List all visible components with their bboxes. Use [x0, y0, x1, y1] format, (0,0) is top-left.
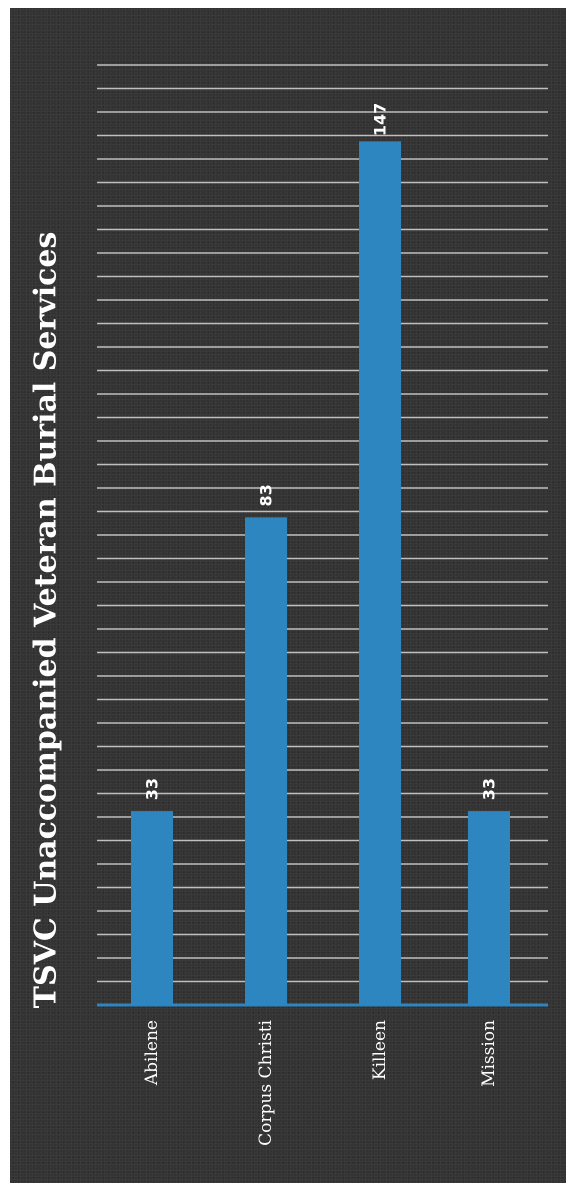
data-label: 33: [143, 778, 162, 800]
bars: [131, 141, 510, 1005]
bar-killeen: [359, 141, 401, 1005]
category-label: Abilene: [142, 1020, 162, 1086]
category-label: Corpus Christi: [256, 1019, 276, 1145]
chart-panel: [10, 8, 566, 1183]
bar-mission: [468, 811, 510, 1005]
bar-abilene: [131, 811, 173, 1005]
category-labels: Abilene Corpus Christi Killeen Mission: [142, 1019, 499, 1145]
chart-title: TSVC Unaccompanied Veteran Burial Servic…: [29, 232, 64, 1009]
data-labels: 33 83 147 33: [143, 103, 499, 801]
category-label: Mission: [479, 1020, 499, 1087]
category-label: Killeen: [370, 1020, 390, 1080]
data-label: 147: [371, 103, 390, 136]
data-label: 33: [480, 778, 499, 800]
data-label: 83: [257, 484, 276, 506]
bar-corpus-christi: [245, 517, 287, 1005]
